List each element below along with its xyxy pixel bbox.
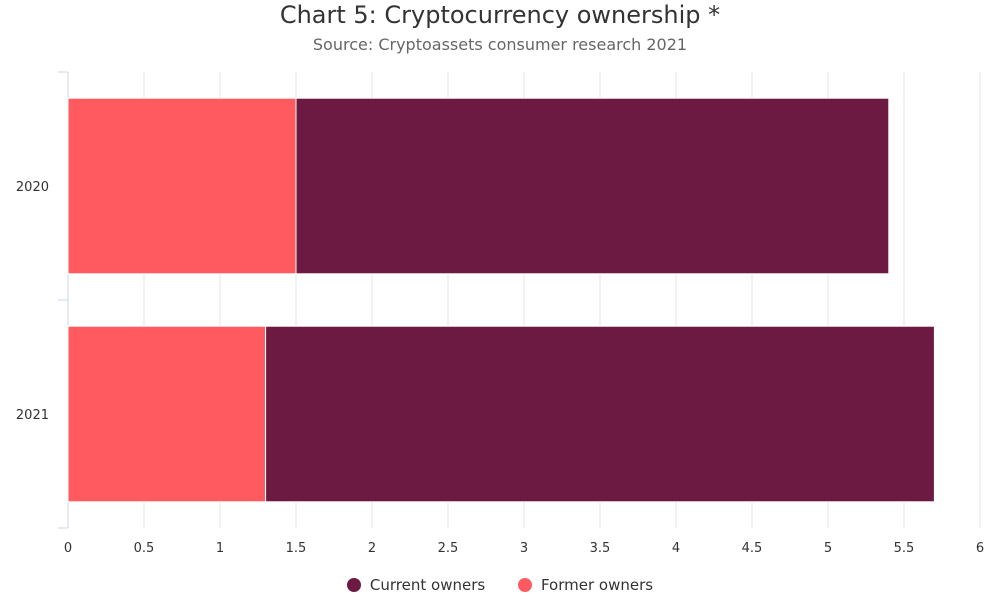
x-tick-label: 5 — [824, 541, 832, 556]
x-tick-label: 1 — [216, 541, 224, 556]
x-tick-label: 1.5 — [286, 541, 307, 556]
legend-swatch-current — [346, 578, 361, 592]
x-tick-label: 6 — [976, 541, 984, 556]
x-tick-label: 2.5 — [438, 541, 459, 556]
x-tick-label: 2 — [368, 541, 376, 556]
bar-segment — [265, 325, 935, 503]
bar-segment — [295, 97, 890, 275]
chart-subtitle: Source: Cryptoassets consumer research 2… — [312, 35, 688, 54]
bar-segment — [67, 325, 267, 503]
x-tick-label: 0 — [64, 541, 72, 556]
x-tick-label: 3 — [520, 541, 528, 556]
x-tick-label: 4.5 — [742, 541, 763, 556]
legend-label-former: Former owners — [540, 576, 654, 594]
x-tick-label: 4 — [672, 541, 680, 556]
x-tick-label: 0.5 — [134, 541, 155, 556]
legend: Current owners Former owners — [0, 576, 1000, 596]
category-label: 2020 — [16, 180, 49, 195]
legend-label-current: Current owners — [369, 576, 486, 594]
x-tick-label: 5.5 — [894, 541, 915, 556]
legend-item-former-owners[interactable]: Former owners — [517, 576, 654, 594]
legend-item-current-owners[interactable]: Current owners — [346, 576, 486, 594]
chart-title: Chart 5: Cryptocurrency ownership * — [279, 1, 721, 29]
category-label: 2021 — [16, 408, 49, 423]
bar-segment — [67, 97, 297, 275]
x-tick-label: 3.5 — [590, 541, 611, 556]
legend-swatch-former — [517, 578, 532, 592]
